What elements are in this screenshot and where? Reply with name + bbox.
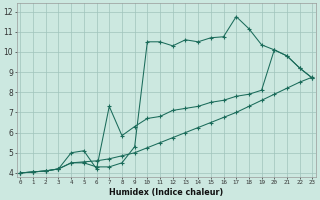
X-axis label: Humidex (Indice chaleur): Humidex (Indice chaleur)	[109, 188, 223, 197]
